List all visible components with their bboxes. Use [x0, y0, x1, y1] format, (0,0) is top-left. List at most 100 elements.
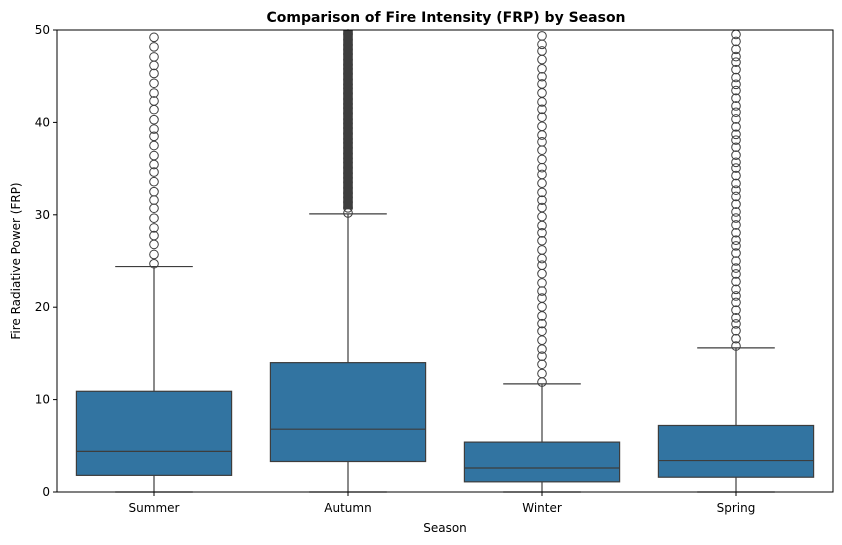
outlier-point — [149, 104, 159, 115]
outlier-point — [149, 32, 159, 43]
outlier-point — [731, 51, 741, 62]
iqr-box — [463, 441, 621, 483]
outlier-point — [731, 135, 741, 145]
outlier-point — [731, 325, 741, 336]
outlier-point — [731, 263, 741, 273]
outlier-point — [149, 223, 159, 233]
outlier-point — [149, 195, 159, 205]
x-tick-label: Autumn — [324, 501, 371, 515]
outlier-point — [537, 145, 547, 155]
outlier-point — [731, 305, 741, 315]
outlier-point — [731, 157, 741, 168]
outlier-point — [731, 44, 741, 55]
x-tick-label: Summer — [129, 501, 180, 515]
outlier-point — [537, 268, 547, 279]
outlier-point — [537, 235, 547, 246]
outlier-point — [537, 46, 547, 56]
outlier-point — [731, 93, 741, 103]
outlier-point — [149, 150, 159, 161]
outlier-point — [537, 311, 547, 321]
outlier-point — [537, 318, 547, 329]
outlier-point — [537, 351, 547, 362]
outlier-point — [537, 202, 547, 213]
outlier-point — [731, 207, 741, 217]
outlier-point — [537, 335, 547, 346]
outlier-point — [731, 297, 741, 308]
outlier-point — [731, 191, 741, 202]
outlier-point — [731, 235, 741, 245]
outlier-point — [537, 162, 547, 173]
y-tick-label: 0 — [42, 485, 50, 499]
outlier-point — [731, 199, 741, 210]
outlier-point — [731, 170, 741, 181]
outlier-point — [537, 121, 547, 132]
outlier-point — [149, 124, 159, 134]
outlier-point — [537, 211, 547, 222]
outlier-point — [149, 96, 159, 106]
x-axis: Summer Autumn Winter Spring — [129, 492, 756, 515]
outlier-point — [537, 137, 547, 147]
iqr-box — [269, 362, 427, 463]
outliers — [343, 29, 353, 218]
outliers — [731, 29, 741, 351]
outlier-point — [537, 130, 547, 140]
outlier-point — [537, 154, 547, 165]
outlier-point — [149, 52, 159, 62]
outlier-point — [537, 169, 547, 180]
outlier-point — [731, 284, 741, 295]
outlier-point — [537, 79, 547, 89]
y-axis-label: Fire Radiative Power (FRP) — [9, 182, 23, 339]
plot-area — [75, 29, 815, 493]
outlier-point — [731, 142, 741, 153]
outlier-point — [731, 101, 741, 111]
outlier-point — [149, 78, 159, 89]
outlier-point — [149, 239, 159, 250]
outlier-point — [537, 228, 547, 238]
outlier-point — [731, 220, 741, 230]
outlier-point — [731, 213, 741, 223]
outlier-point — [731, 122, 741, 132]
y-tick-label: 50 — [35, 23, 50, 37]
outlier-point — [149, 114, 159, 125]
outlier-point — [731, 64, 741, 75]
y-tick-label: 40 — [35, 115, 50, 129]
outlier-point — [149, 258, 159, 269]
outlier-point — [149, 167, 159, 177]
outlier-point — [149, 60, 159, 71]
outlier-point — [537, 112, 547, 122]
outlier-point — [537, 54, 547, 65]
outlier-dense-band — [343, 30, 353, 210]
outlier-point — [149, 140, 159, 151]
outlier-point — [731, 129, 741, 140]
outlier-point — [731, 79, 741, 90]
outlier-point — [537, 104, 547, 115]
outlier-point — [537, 187, 547, 198]
outlier-point — [537, 31, 547, 41]
x-tick-label: Spring — [717, 501, 756, 515]
outlier-point — [149, 88, 159, 98]
outlier-point — [537, 71, 547, 82]
outlier-point — [149, 131, 159, 142]
x-axis-label: Season — [423, 521, 467, 535]
outlier-point — [149, 230, 159, 241]
outlier-point — [537, 278, 547, 288]
outlier-point — [731, 150, 741, 160]
box-summer — [75, 32, 233, 493]
box-winter — [463, 31, 621, 493]
outlier-point — [731, 163, 741, 173]
iqr-box — [657, 424, 815, 478]
chart-title: Comparison of Fire Intensity (FRP) by Se… — [266, 10, 625, 26]
outlier-point — [731, 36, 741, 47]
outlier-point — [149, 68, 159, 79]
outlier-point — [149, 249, 159, 260]
x-tick-label: Winter — [522, 501, 562, 515]
outlier-point — [537, 368, 547, 379]
outlier-point — [731, 312, 741, 323]
outlier-point — [731, 256, 741, 266]
outlier-point — [731, 72, 741, 83]
outlier-point — [537, 253, 547, 264]
outlier-point — [537, 245, 547, 255]
outlier-point — [731, 341, 741, 351]
outlier-point — [537, 178, 547, 189]
